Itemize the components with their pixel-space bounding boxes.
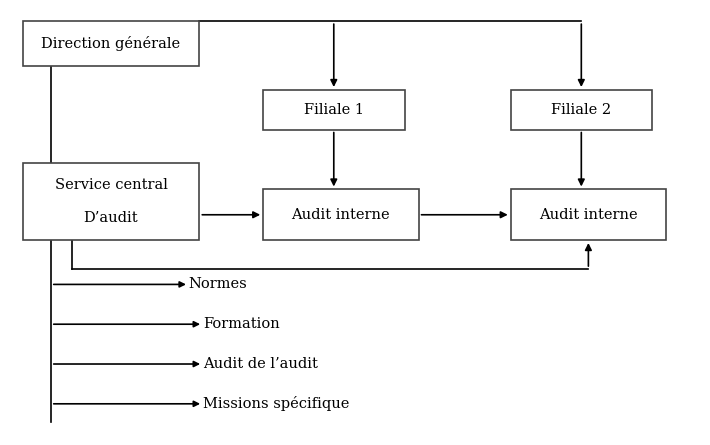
Text: Audit interne: Audit interne [292,208,391,222]
Text: Direction générale: Direction générale [41,36,180,51]
Text: Normes: Normes [189,277,248,291]
FancyBboxPatch shape [263,90,405,129]
Text: Audit interne: Audit interne [539,208,638,222]
FancyBboxPatch shape [510,189,666,240]
FancyBboxPatch shape [23,163,200,240]
FancyBboxPatch shape [510,90,652,129]
Text: Service central

D’audit: Service central D’audit [55,178,168,225]
FancyBboxPatch shape [23,21,200,65]
Text: Missions spécifique: Missions spécifique [203,396,349,411]
Text: Audit de l’audit: Audit de l’audit [203,357,318,371]
Text: Filiale 1: Filiale 1 [304,103,364,117]
FancyBboxPatch shape [263,189,419,240]
Text: Formation: Formation [203,317,280,331]
Text: Filiale 2: Filiale 2 [551,103,611,117]
